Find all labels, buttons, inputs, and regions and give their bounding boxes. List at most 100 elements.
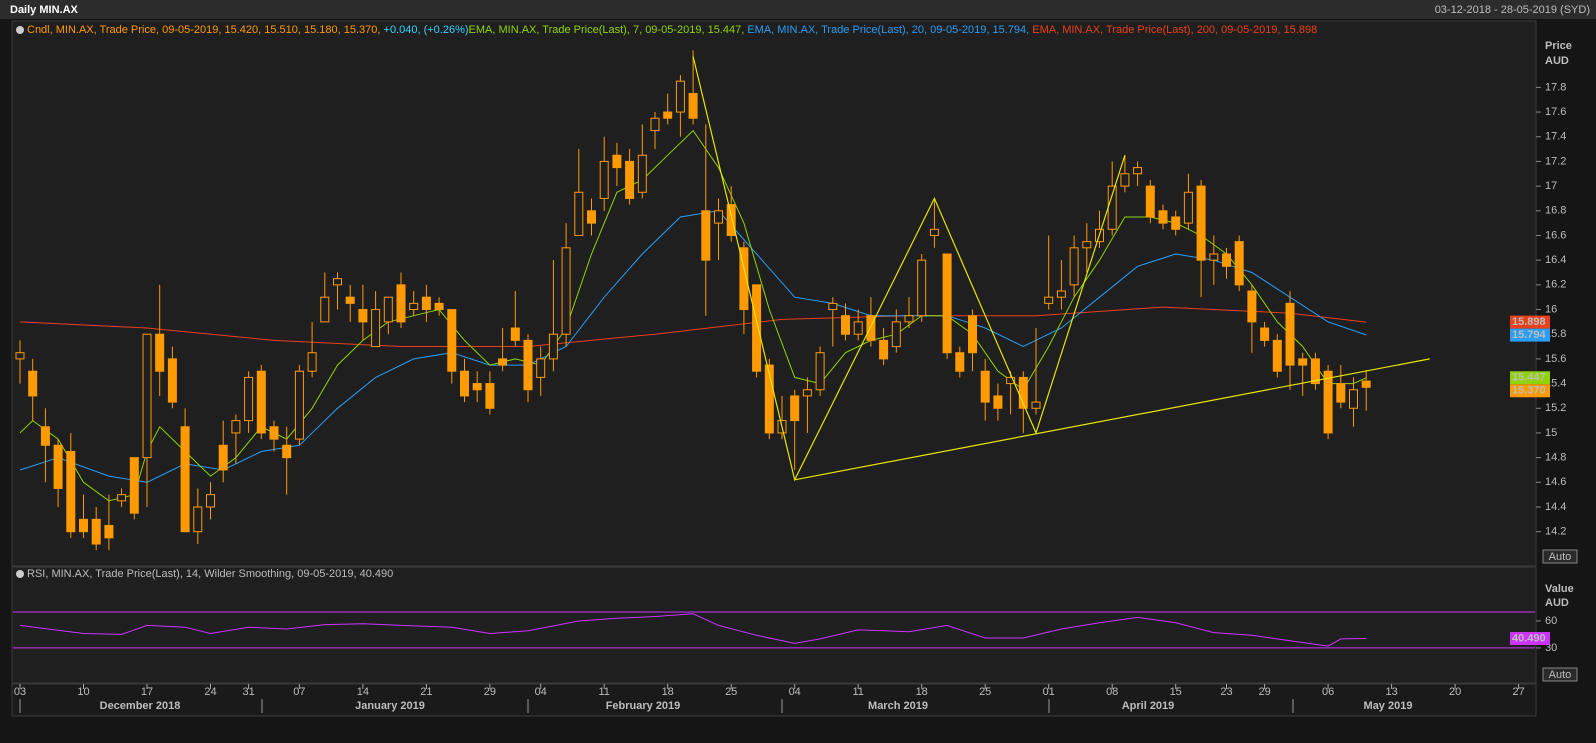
candle-body <box>523 339 533 391</box>
month-label: February 2019 <box>606 700 681 712</box>
x-tick-label: 11 <box>852 686 863 698</box>
candle-body <box>1361 380 1371 388</box>
x-tick-label: 04 <box>535 686 547 698</box>
x-tick-label: 23 <box>1220 686 1232 698</box>
legend-icon <box>16 26 24 34</box>
candle-body <box>1310 358 1320 385</box>
candle-body <box>345 296 355 304</box>
x-tick-label: 10 <box>77 686 89 698</box>
candle-body <box>1260 327 1270 341</box>
line-series <box>794 358 1430 481</box>
candle-body <box>104 525 114 539</box>
candle-body <box>1107 185 1117 230</box>
axis-title: AUD <box>1545 597 1569 609</box>
legend-entry: Cndl, MIN.AX, Trade Price, 09-05-2019, 1… <box>27 24 384 36</box>
candle-body <box>117 494 127 502</box>
candle-body <box>1323 370 1333 434</box>
value-tag <box>1510 631 1550 645</box>
candle-body <box>1082 241 1092 249</box>
candle-body <box>879 339 889 360</box>
auto-button[interactable] <box>1542 667 1578 682</box>
candle-body <box>155 333 165 372</box>
value-tag <box>1510 384 1550 398</box>
y-tick-label: 15 <box>1545 427 1557 439</box>
candle-body <box>1056 290 1066 298</box>
candle-body <box>40 426 50 446</box>
y-tick-label: 17.4 <box>1545 131 1566 143</box>
candle-body <box>28 370 38 397</box>
date-axis <box>11 683 1537 717</box>
legend-entry: EMA, MIN.AX, Trade Price(Last), 20, 09-0… <box>747 24 1032 36</box>
candle-body <box>244 376 254 422</box>
legend-entry: EMA, MIN.AX, Trade Price(Last), 200, 09-… <box>1032 24 1317 36</box>
y-tick-label: 17.8 <box>1545 81 1566 93</box>
candle-body <box>650 117 660 132</box>
candle-body <box>1018 376 1028 409</box>
candle-body <box>1196 185 1206 261</box>
value-tag-label: 15.898 <box>1512 316 1546 328</box>
candle-body <box>294 370 304 440</box>
candle-body <box>752 284 762 372</box>
candle-body <box>1349 389 1358 409</box>
candle-body <box>1272 339 1282 372</box>
x-tick-label: 11 <box>598 686 609 698</box>
month-label: March 2019 <box>868 700 928 712</box>
candle-body <box>815 352 825 391</box>
auto-label[interactable]: Auto <box>1549 551 1572 563</box>
auto-button[interactable] <box>1542 549 1578 564</box>
month-label: January 2019 <box>355 700 425 712</box>
y-tick-label: 16 <box>1545 303 1557 315</box>
candle-body <box>1247 290 1257 323</box>
candle-body <box>853 321 863 335</box>
auto-label[interactable]: Auto <box>1549 669 1572 681</box>
y-tick-label: 17 <box>1545 180 1557 192</box>
month-label: May 2019 <box>1364 700 1413 712</box>
candle-body <box>561 247 571 335</box>
x-tick-label: 20 <box>1449 686 1461 698</box>
candle-body <box>739 247 749 311</box>
candle-body <box>1145 185 1155 218</box>
candle-body <box>1120 173 1130 187</box>
legend: RSI, MIN.AX, Trade Price(Last), 14, Wild… <box>27 568 393 580</box>
value-tag <box>1510 315 1550 329</box>
candle-body <box>1336 383 1346 403</box>
candle-body <box>307 352 317 372</box>
x-tick-label: 31 <box>242 686 254 698</box>
candle-body <box>485 383 495 409</box>
candle-body <box>206 494 215 508</box>
date-range: 03-12-2018 - 28-05-2019 (SYD) <box>1435 4 1590 16</box>
candle-body <box>1069 247 1079 286</box>
x-tick-label: 13 <box>1385 686 1397 698</box>
line-series <box>19 306 1367 347</box>
candle-body <box>142 333 152 459</box>
legend-entry: EMA, MIN.AX, Trade Price(Last), 7, 09-05… <box>469 24 748 36</box>
x-tick-label: 15 <box>1170 686 1182 698</box>
chart-title: Daily MIN.AX <box>10 4 79 16</box>
candle-body <box>1222 253 1231 267</box>
candle-body <box>828 302 838 311</box>
candle-body <box>917 259 927 317</box>
candle-body <box>256 370 266 434</box>
y-tick-label: 14.4 <box>1545 501 1566 513</box>
y-tick-label: 14.2 <box>1545 526 1566 538</box>
candle-body <box>167 358 177 403</box>
x-tick-label: 18 <box>662 686 674 698</box>
value-tag-label: 15.370 <box>1512 385 1546 397</box>
candle-body <box>1234 241 1244 286</box>
candle-body <box>409 302 419 311</box>
month-label: April 2019 <box>1122 700 1175 712</box>
candle-body <box>726 204 736 236</box>
value-tag-label: 15.447 <box>1512 372 1546 384</box>
x-tick-label: 03 <box>14 686 26 698</box>
candle-body <box>269 426 279 440</box>
candle-body <box>91 518 101 545</box>
y-tick-label: 16.8 <box>1545 205 1566 217</box>
candle-body <box>447 309 457 372</box>
value-tag <box>1510 328 1550 342</box>
candle-body <box>663 111 673 119</box>
candle-body <box>218 444 228 471</box>
candle-body <box>396 284 406 323</box>
candle-body <box>180 426 190 533</box>
candle-body <box>714 210 723 224</box>
